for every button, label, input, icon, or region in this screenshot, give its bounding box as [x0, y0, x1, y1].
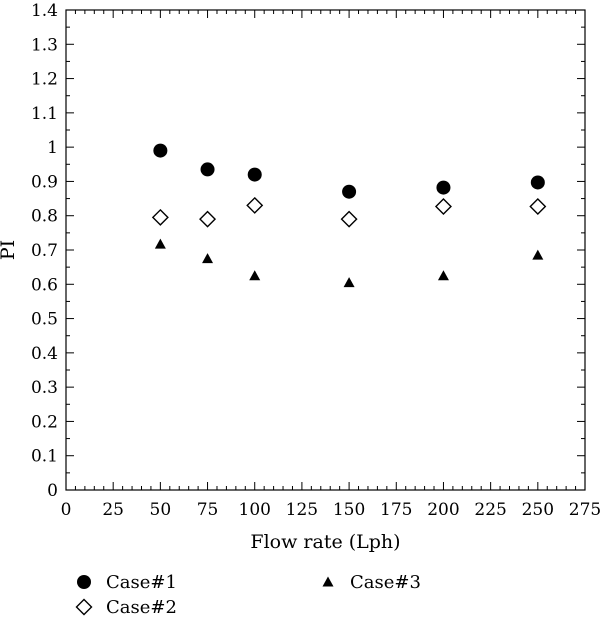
plot-area-frame [65, 9, 586, 491]
x-tick-label: 175 [380, 500, 412, 520]
y-tick-label: 1.4 [31, 1, 58, 21]
data-point [153, 143, 168, 158]
x-tick-label: 25 [102, 500, 124, 520]
legend-marker-case3 [322, 576, 334, 587]
x-tick-label: 225 [474, 500, 506, 520]
data-point [249, 270, 261, 281]
tick-marks [65, 9, 586, 491]
y-tick-label: 0.3 [31, 378, 58, 398]
data-point [530, 175, 545, 190]
legend: Case#1 Case#2 Case#3 [75, 572, 421, 618]
y-tick-label: 0.2 [31, 412, 58, 432]
y-tick-label: 0.4 [31, 344, 58, 364]
x-tick-label: 275 [569, 500, 600, 520]
data-point [199, 210, 217, 228]
data-point [246, 196, 264, 214]
data-point [434, 197, 452, 215]
data-point [343, 277, 355, 288]
y-tick-label: 0.5 [31, 310, 58, 330]
data-point [247, 167, 262, 182]
x-tick-label: 75 [197, 500, 219, 520]
y-tick-label: 0 [47, 481, 58, 501]
y-axis-title: PI [0, 240, 19, 260]
y-tick-label: 1.1 [31, 104, 58, 124]
legend-marker-shape [75, 598, 93, 616]
data-point [342, 184, 357, 199]
y-tick-label: 1.3 [31, 35, 58, 55]
x-tick-label: 125 [286, 500, 318, 520]
x-axis-title: Flow rate (Lph) [250, 531, 400, 553]
axes [65, 9, 586, 491]
legend-marker-case2 [75, 598, 93, 616]
y-tick-label: 0.9 [31, 172, 58, 192]
y-tick-label: 0.8 [31, 207, 58, 227]
legend-label-case1: Case#1 [106, 572, 177, 593]
data-point [529, 197, 547, 215]
data-point [200, 162, 215, 177]
y-tick-label: 1 [47, 138, 58, 158]
y-tick-label: 0.1 [31, 447, 58, 467]
x-tick-label: 0 [61, 500, 72, 520]
x-tick-label: 250 [522, 500, 554, 520]
legend-marker-shape [322, 576, 334, 587]
data-point [532, 249, 544, 260]
data-point [437, 270, 449, 281]
legend-marker-case1 [77, 575, 91, 589]
data-point [340, 210, 358, 228]
x-tick-label: 100 [239, 500, 271, 520]
y-tick-label: 1.2 [31, 70, 58, 90]
series-2 [151, 196, 547, 228]
legend-item-case1: Case#1 [77, 572, 177, 593]
legend-label-case2: Case#2 [106, 597, 177, 618]
series-3 [154, 238, 544, 288]
data-point [154, 238, 166, 249]
legend-item-case2: Case#2 [75, 597, 177, 618]
legend-item-case3: Case#3 [322, 572, 421, 593]
y-tick-labels: 0 0.1 0.2 0.3 0.4 0.5 0.6 0.7 0.8 0.9 1 1.1 1.2 1.3 1.… [31, 1, 58, 501]
data-points [151, 143, 547, 288]
series-1 [153, 143, 545, 199]
data-point [436, 180, 451, 195]
legend-label-case3: Case#3 [350, 572, 421, 593]
y-tick-label: 0.7 [31, 241, 58, 261]
x-tick-labels: 0 25 50 75 100 125 150 175 200 225 250 275 [61, 500, 600, 520]
y-tick-label: 0.6 [31, 275, 58, 295]
x-tick-label: 50 [150, 500, 172, 520]
x-tick-label: 150 [333, 500, 365, 520]
data-point [202, 253, 214, 264]
x-tick-label: 200 [427, 500, 459, 520]
data-point [151, 208, 169, 226]
legend-marker-shape [77, 575, 91, 589]
